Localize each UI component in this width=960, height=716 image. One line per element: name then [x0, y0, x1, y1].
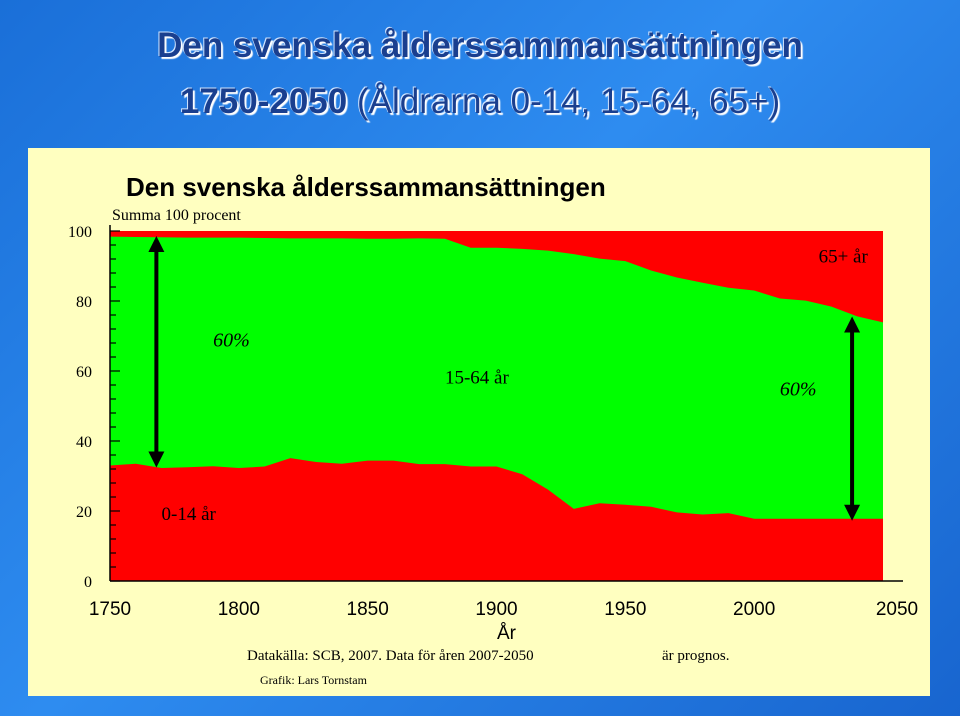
population-area-chart: 0 20 40 60 80 100 1750 1800 1850 1900 1950 2000 2050…	[68, 172, 918, 687]
x-tick-label: 1850	[347, 599, 389, 620]
range-arrow-head	[844, 504, 861, 521]
y-tick-label: 0	[84, 574, 92, 591]
range-arrow-head	[148, 451, 165, 468]
area-series-15-64	[110, 236, 883, 519]
graphic-credit: Grafik: Lars Tornstam	[260, 673, 368, 687]
range-arrow-head	[148, 236, 165, 252]
range-arrow-head	[844, 316, 861, 333]
chart-title: Den svenska ålderssammansättningen	[126, 172, 606, 202]
annotation-label: 60%	[780, 379, 817, 401]
annotation-label: 15-64 år	[445, 367, 510, 388]
chart-subtitle: Summa 100 procent	[112, 207, 241, 224]
y-tick-label: 60	[76, 364, 92, 381]
annotation-label: 60%	[213, 330, 250, 352]
x-tick-label: 1800	[218, 599, 260, 620]
x-axis-label: År	[497, 623, 517, 644]
x-tick-label: 2000	[733, 599, 775, 620]
annotation-label: 65+ år	[819, 247, 869, 268]
x-tick-label: 1950	[604, 599, 646, 620]
slide-title-ages: (Åldrarna 0-14, 15-64, 65+)	[347, 82, 781, 121]
annotation-label: 0-14 år	[162, 504, 217, 525]
y-tick-label: 100	[68, 224, 92, 241]
slide-title-line-1: Den svenska ålderssammansättningen	[157, 26, 803, 65]
slide-title-years: 1750-2050	[179, 82, 348, 121]
y-tick-label: 20	[76, 504, 92, 521]
source-note: Datakälla: SCB, 2007. Data för åren 2007…	[247, 648, 534, 664]
x-tick-label: 1750	[89, 599, 131, 620]
source-note-prognosis: är prognos.	[662, 648, 730, 664]
x-tick-label: 2050	[876, 599, 918, 620]
y-tick-label: 40	[76, 434, 92, 451]
chart-panel: 0 20 40 60 80 100 1750 1800 1850 1900 1950 2000 2050…	[28, 148, 930, 696]
slide-title-line-2: 1750-2050 (Åldrarna 0-14, 15-64, 65+)	[0, 82, 960, 122]
y-tick-label: 80	[76, 294, 92, 311]
x-tick-label: 1900	[475, 599, 517, 620]
